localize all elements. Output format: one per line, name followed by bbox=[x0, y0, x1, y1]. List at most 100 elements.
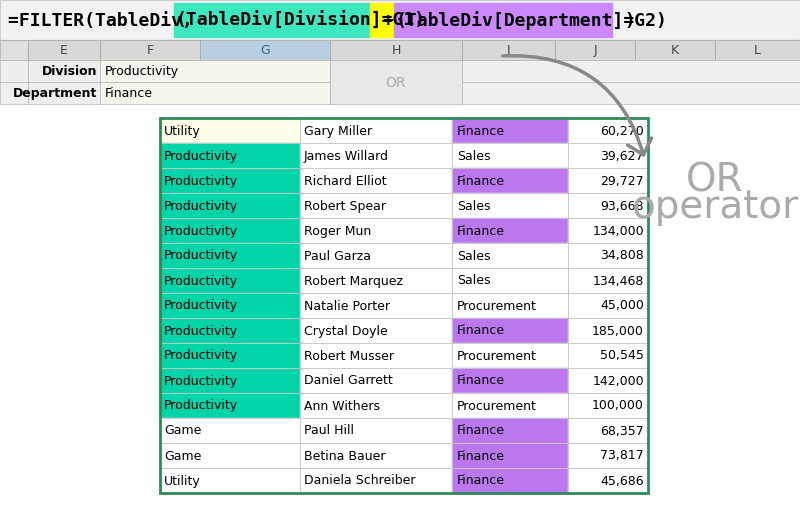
Bar bbox=[160, 243, 300, 268]
Bar bbox=[568, 418, 648, 443]
Text: Productivity: Productivity bbox=[164, 175, 238, 187]
Bar bbox=[452, 443, 568, 468]
Bar bbox=[452, 218, 568, 243]
Text: Sales: Sales bbox=[457, 249, 490, 263]
Bar bbox=[635, 40, 715, 60]
Text: L: L bbox=[754, 44, 761, 57]
Bar bbox=[300, 268, 452, 293]
Bar bbox=[100, 82, 330, 104]
Bar bbox=[160, 168, 300, 193]
Bar bbox=[635, 40, 715, 60]
Text: Natalie Porter: Natalie Porter bbox=[304, 299, 390, 313]
Bar bbox=[568, 193, 648, 218]
Text: Productivity: Productivity bbox=[105, 65, 179, 78]
Text: Finance: Finance bbox=[457, 425, 505, 438]
Text: Sales: Sales bbox=[457, 200, 490, 212]
Bar bbox=[300, 168, 452, 193]
Bar bbox=[300, 243, 452, 268]
Text: OR: OR bbox=[686, 161, 744, 199]
Bar bbox=[452, 318, 568, 343]
Text: Productivity: Productivity bbox=[164, 200, 238, 212]
Bar bbox=[160, 268, 300, 293]
Text: Finance: Finance bbox=[457, 375, 505, 387]
Bar bbox=[330, 40, 462, 60]
Bar bbox=[300, 168, 452, 193]
Bar bbox=[568, 318, 648, 343]
Text: Procurement: Procurement bbox=[457, 350, 537, 362]
Bar bbox=[160, 318, 300, 343]
Text: Productivity: Productivity bbox=[164, 325, 238, 337]
Text: Productivity: Productivity bbox=[164, 249, 238, 263]
Bar bbox=[452, 268, 568, 293]
Bar bbox=[452, 118, 568, 143]
Text: 45,000: 45,000 bbox=[600, 299, 644, 313]
Bar bbox=[160, 468, 300, 493]
Bar bbox=[568, 143, 648, 168]
Bar bbox=[28, 82, 100, 104]
Bar bbox=[300, 193, 452, 218]
Text: 185,000: 185,000 bbox=[592, 325, 644, 337]
Text: Paul Garza: Paul Garza bbox=[304, 249, 371, 263]
Text: H: H bbox=[391, 44, 401, 57]
Bar bbox=[452, 393, 568, 418]
Text: Finance: Finance bbox=[457, 474, 505, 488]
Text: Productivity: Productivity bbox=[164, 299, 238, 313]
Bar bbox=[452, 368, 568, 393]
Bar bbox=[568, 393, 648, 418]
Bar bbox=[160, 243, 300, 268]
Text: Productivity: Productivity bbox=[164, 350, 238, 362]
Bar bbox=[160, 368, 300, 393]
Bar bbox=[568, 293, 648, 318]
Bar bbox=[568, 393, 648, 418]
Text: Finance: Finance bbox=[457, 224, 505, 238]
Bar bbox=[452, 368, 568, 393]
Text: Richard Elliot: Richard Elliot bbox=[304, 175, 386, 187]
Text: 50,545: 50,545 bbox=[600, 350, 644, 362]
Text: Productivity: Productivity bbox=[164, 274, 238, 288]
Bar bbox=[300, 218, 452, 243]
Bar bbox=[174, 3, 370, 37]
Bar bbox=[200, 40, 330, 60]
Bar bbox=[160, 143, 300, 168]
Bar bbox=[300, 268, 452, 293]
Bar bbox=[462, 60, 800, 82]
Bar bbox=[300, 118, 452, 143]
Bar bbox=[0, 82, 28, 104]
Bar bbox=[300, 418, 452, 443]
Bar bbox=[0, 60, 28, 82]
Bar bbox=[300, 343, 452, 368]
Text: Robert Musser: Robert Musser bbox=[304, 350, 394, 362]
Text: K: K bbox=[671, 44, 679, 57]
Text: Game: Game bbox=[164, 425, 202, 438]
Bar bbox=[160, 368, 300, 393]
Bar bbox=[568, 343, 648, 368]
Text: 134,000: 134,000 bbox=[592, 224, 644, 238]
Text: Department: Department bbox=[13, 87, 97, 100]
Bar bbox=[462, 82, 800, 104]
Bar bbox=[100, 82, 330, 104]
Bar bbox=[330, 40, 462, 60]
Bar bbox=[160, 443, 300, 468]
Text: Productivity: Productivity bbox=[164, 375, 238, 387]
Bar bbox=[100, 40, 200, 60]
Text: James Willard: James Willard bbox=[304, 150, 389, 162]
Text: G: G bbox=[260, 44, 270, 57]
Bar bbox=[452, 218, 568, 243]
Text: Finance: Finance bbox=[457, 125, 505, 137]
Text: Gary Miller: Gary Miller bbox=[304, 125, 372, 137]
Bar bbox=[300, 443, 452, 468]
Text: Utility: Utility bbox=[164, 125, 201, 137]
Bar bbox=[568, 443, 648, 468]
Text: (TableDiv[Department]=G2): (TableDiv[Department]=G2) bbox=[396, 12, 668, 31]
Bar bbox=[160, 218, 300, 243]
Bar bbox=[715, 40, 800, 60]
Bar bbox=[568, 243, 648, 268]
Bar bbox=[160, 168, 300, 193]
Text: 29,727: 29,727 bbox=[600, 175, 644, 187]
Bar bbox=[200, 40, 330, 60]
Text: 60,270: 60,270 bbox=[600, 125, 644, 137]
Bar bbox=[452, 168, 568, 193]
Bar bbox=[160, 343, 300, 368]
Bar bbox=[555, 40, 635, 60]
Bar bbox=[462, 40, 555, 60]
